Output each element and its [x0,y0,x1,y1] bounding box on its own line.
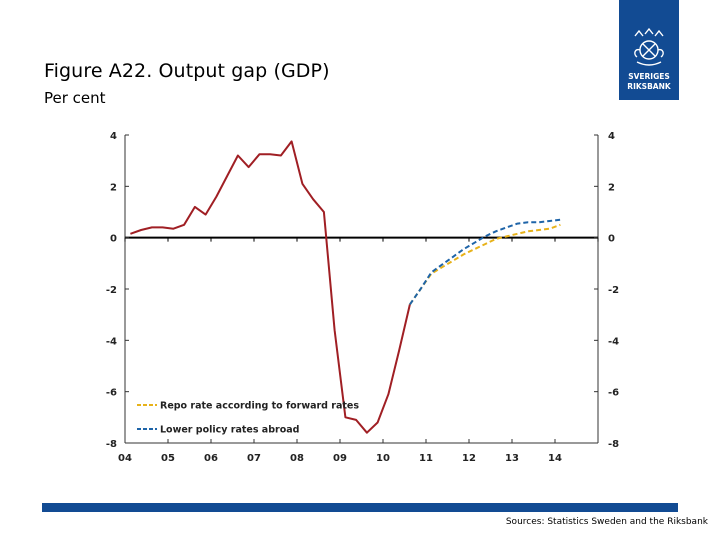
x-tick-label: 13 [505,453,519,464]
y-tick-label-left: 0 [110,234,117,245]
x-tick-label: 09 [333,453,347,464]
footer-bar [42,503,678,512]
x-tick-label: 08 [290,453,304,464]
y-tick-label-right: 4 [608,131,615,142]
x-tick-label: 04 [118,453,132,464]
series-line-2 [409,218,561,305]
logo-line1: SVERIGES [628,72,670,81]
x-tick-label: 10 [376,453,390,464]
riksbank-logo: SVERIGES RIKSBANK [619,0,679,100]
y-tick-label-right: -4 [608,336,619,347]
y-tick-label-left: -2 [106,285,117,296]
x-tick-label: 05 [161,453,175,464]
x-tick-label: 06 [204,453,218,464]
legend-label-1: Repo rate according to forward rates [160,401,359,412]
x-tick-label: 11 [419,453,433,464]
y-tick-label-right: -2 [608,285,619,296]
chart-legend: Repo rate according to forward rates Lowe… [137,401,359,436]
chart-axes: 4 42 20 0-2 -2-4 -4-6 -6-8 -804 05 06 07 08 09 10 11 12… [106,131,619,464]
source-note: Sources: Statistics Sweden and the Riksb… [505,517,708,527]
page-subtitle: Per cent [44,89,106,107]
y-tick-label-left: 4 [110,131,117,142]
y-tick-label-right: -6 [608,388,619,399]
x-tick-label: 14 [548,453,562,464]
chart-series [130,140,561,434]
y-tick-label-right: 2 [608,182,615,193]
y-tick-label-right: 0 [608,234,615,245]
page-title: Figure A22. Output gap (GDP) [44,60,330,82]
logo-line2: RIKSBANK [627,82,672,91]
x-tick-label: 07 [247,453,261,464]
x-tick-label: 12 [462,453,476,464]
y-tick-label-left: 2 [110,182,117,193]
y-tick-label-left: -6 [106,388,117,399]
y-tick-label-right: -8 [608,439,619,450]
legend-label-2: Lower policy rates abroad [160,425,299,436]
series-line-0 [130,140,411,434]
riksbank-seal-icon: SVERIGES RIKSBANK [619,0,679,100]
y-tick-label-left: -4 [106,336,117,347]
y-tick-label-left: -8 [106,439,117,450]
series-line-1 [409,223,561,305]
